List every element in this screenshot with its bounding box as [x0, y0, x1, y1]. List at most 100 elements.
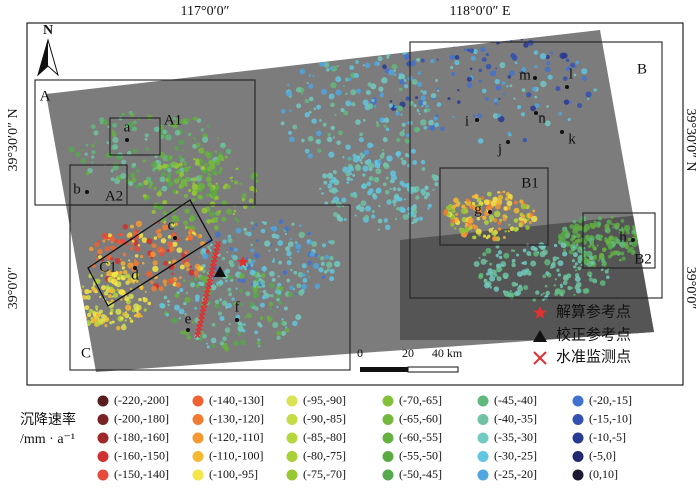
- deformation-pixel: [590, 260, 596, 266]
- deformation-pixel: [345, 92, 348, 96]
- deformation-pixel: [526, 270, 532, 276]
- deformation-pixel: [165, 178, 169, 182]
- deformation-pixel: [192, 177, 197, 182]
- deformation-pixel: [261, 266, 267, 272]
- deformation-pixel: [490, 200, 497, 207]
- deformation-pixel: [403, 53, 410, 60]
- deformation-pixel: [555, 288, 562, 295]
- deformation-pixel: [563, 76, 568, 81]
- deformation-pixel: [179, 167, 185, 173]
- deformation-pixel: [392, 180, 395, 183]
- deformation-pixel: [309, 251, 315, 257]
- deformation-pixel: [493, 286, 500, 292]
- deformation-pixel: [574, 276, 581, 282]
- deformation-pixel: [461, 216, 468, 223]
- deformation-pixel: [75, 151, 81, 157]
- deformation-pixel: [405, 96, 411, 101]
- deformation-pixel: [489, 285, 492, 289]
- deformation-pixel: [399, 131, 405, 137]
- deformation-pixel: [353, 53, 359, 59]
- deformation-pixel: [574, 284, 580, 290]
- deformation-pixel: [200, 128, 205, 132]
- deformation-pixel: [167, 124, 170, 127]
- deformation-pixel: [473, 193, 479, 199]
- deformation-pixel: [433, 116, 438, 121]
- deformation-pixel: [245, 291, 251, 297]
- deformation-pixel: [95, 308, 98, 311]
- deformation-pixel: [472, 235, 477, 240]
- deformation-pixel: [241, 198, 245, 202]
- deformation-pixel: [581, 68, 588, 75]
- deformation-pixel: [75, 307, 81, 313]
- deformation-pixel: [284, 327, 290, 333]
- deformation-pixel: [604, 269, 609, 274]
- deformation-pixel: [244, 267, 247, 271]
- deformation-pixel: [360, 200, 367, 207]
- deformation-pixel: [347, 170, 351, 174]
- deformation-pixel: [269, 271, 275, 277]
- deformation-pixel: [193, 116, 198, 121]
- deformation-pixel: [128, 180, 134, 187]
- deformation-pixel: [84, 288, 90, 295]
- deformation-pixel: [494, 101, 498, 106]
- deformation-pixel: [260, 228, 266, 234]
- deformation-pixel: [323, 270, 328, 274]
- deformation-pixel: [183, 220, 189, 226]
- deformation-pixel: [166, 248, 170, 253]
- deformation-pixel: [333, 179, 340, 186]
- deformation-pixel: [321, 192, 324, 195]
- deformation-pixel: [317, 148, 322, 153]
- deformation-pixel: [200, 331, 205, 335]
- deformation-pixel: [116, 154, 123, 161]
- deformation-pixel: [97, 248, 103, 255]
- deformation-pixel: [273, 310, 276, 313]
- deformation-pixel: [131, 162, 137, 167]
- deformation-pixel: [333, 260, 341, 268]
- deformation-pixel: [556, 256, 560, 260]
- deformation-pixel: [384, 189, 390, 195]
- deformation-pixel: [365, 89, 371, 95]
- deformation-pixel: [497, 221, 502, 225]
- deformation-pixel: [193, 157, 196, 161]
- deformation-pixel: [228, 292, 233, 297]
- deformation-pixel: [483, 279, 488, 284]
- deformation-pixel: [85, 171, 90, 176]
- deformation-pixel: [507, 229, 510, 233]
- deformation-pixel: [186, 335, 191, 340]
- deformation-pixel: [481, 57, 487, 62]
- deformation-pixel: [507, 75, 511, 79]
- deformation-pixel: [110, 299, 114, 303]
- point-label: f: [235, 299, 240, 315]
- deformation-pixel: [256, 340, 261, 346]
- deformation-pixel: [173, 215, 180, 222]
- deformation-pixel: [416, 82, 422, 87]
- deformation-pixel: [118, 233, 122, 237]
- deformation-pixel: [211, 344, 216, 349]
- deformation-pixel: [489, 262, 493, 266]
- deformation-pixel: [233, 340, 239, 346]
- deformation-pixel: [458, 227, 462, 231]
- deformation-pixel: [189, 265, 192, 269]
- deformation-pixel: [469, 226, 473, 230]
- deformation-pixel: [130, 246, 134, 251]
- deformation-pixel: [597, 259, 600, 262]
- deformation-pixel: [378, 86, 384, 92]
- deformation-pixel: [193, 137, 197, 141]
- deformation-pixel: [161, 185, 168, 192]
- deformation-pixel: [151, 209, 156, 215]
- deformation-pixel: [179, 276, 183, 280]
- deformation-pixel: [271, 233, 277, 239]
- deformation-pixel: [298, 231, 305, 239]
- deformation-pixel: [410, 204, 417, 211]
- deformation-pixel: [284, 226, 290, 232]
- deformation-pixel: [302, 278, 308, 283]
- deformation-pixel: [466, 82, 473, 88]
- deformation-pixel: [465, 222, 469, 227]
- deformation-pixel: [283, 306, 288, 311]
- deformation-pixel: [135, 228, 139, 233]
- deformation-pixel: [601, 258, 606, 264]
- deformation-pixel: [394, 67, 397, 70]
- deformation-pixel: [111, 132, 117, 138]
- legend-swatch: [286, 451, 298, 462]
- deformation-pixel: [322, 173, 328, 179]
